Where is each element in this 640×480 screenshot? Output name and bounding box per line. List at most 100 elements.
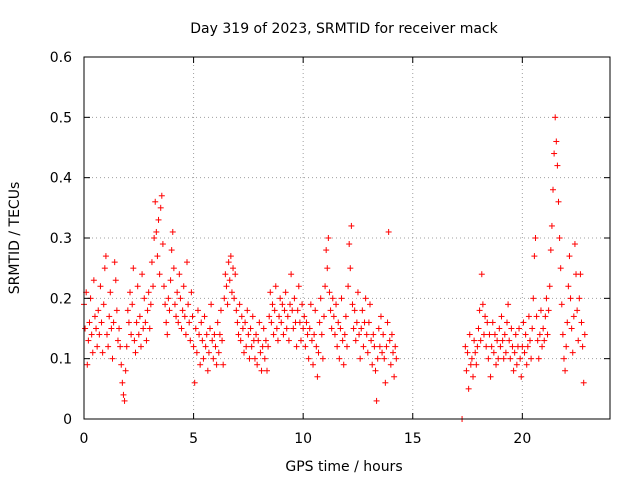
data-point (171, 301, 178, 308)
data-point (357, 355, 364, 362)
data-point (287, 301, 294, 308)
data-point (392, 343, 399, 350)
data-point (160, 283, 167, 290)
data-point (260, 325, 267, 332)
data-point (533, 313, 540, 320)
data-point (353, 319, 360, 326)
data-point (158, 192, 165, 199)
data-point (227, 253, 234, 260)
data-point (506, 337, 513, 344)
data-point (124, 307, 131, 314)
data-point (314, 373, 321, 380)
data-point (359, 307, 366, 314)
data-point (491, 331, 498, 338)
data-point (100, 301, 107, 308)
data-point (494, 337, 501, 344)
data-point (268, 319, 275, 326)
data-point (282, 289, 289, 296)
data-point (136, 313, 143, 320)
data-point (170, 265, 177, 272)
data-point (210, 355, 217, 362)
x-tick-label: 20 (513, 431, 531, 447)
x-tick-label: 0 (80, 431, 89, 447)
data-point (222, 271, 229, 278)
data-point (307, 301, 314, 308)
data-point (106, 313, 113, 320)
data-point (291, 295, 298, 302)
data-point (130, 265, 137, 272)
data-point (147, 301, 154, 308)
data-point (300, 325, 307, 332)
data-point (278, 319, 285, 326)
data-point (288, 271, 295, 278)
data-point (111, 259, 118, 266)
data-point (501, 331, 508, 338)
data-point (89, 349, 96, 356)
data-point (223, 283, 230, 290)
data-point (567, 295, 574, 302)
data-point (511, 349, 518, 356)
data-point (84, 361, 91, 368)
data-point (577, 271, 584, 278)
data-point (90, 277, 97, 284)
data-point (217, 307, 224, 314)
data-point (221, 295, 228, 302)
data-point (258, 367, 265, 374)
data-point (274, 337, 281, 344)
y-tick-label: 0.5 (50, 110, 72, 126)
data-point (312, 307, 319, 314)
data-point (276, 313, 283, 320)
data-point (311, 331, 318, 338)
data-point (163, 319, 170, 326)
data-point (489, 319, 496, 326)
data-point (484, 319, 491, 326)
data-point (503, 319, 510, 326)
data-point (308, 337, 315, 344)
data-point (269, 301, 276, 308)
data-point (280, 331, 287, 338)
data-point (184, 259, 191, 266)
data-point (270, 331, 277, 338)
data-point (231, 295, 238, 302)
y-tick-label: 0 (63, 412, 72, 428)
data-point (580, 379, 587, 386)
data-point (212, 343, 219, 350)
data-point (99, 349, 106, 356)
data-point (178, 325, 185, 332)
data-point (253, 331, 260, 338)
data-point (283, 325, 290, 332)
data-point (338, 295, 345, 302)
data-point (570, 313, 577, 320)
data-point (535, 355, 542, 362)
data-point (367, 301, 374, 308)
data-point (496, 325, 503, 332)
data-point (522, 331, 529, 338)
data-point (554, 162, 561, 169)
data-point (500, 355, 507, 362)
data-point (289, 307, 296, 314)
data-point (95, 307, 102, 314)
data-point (330, 313, 337, 320)
data-point (478, 271, 485, 278)
data-point (98, 319, 105, 326)
data-point (390, 349, 397, 356)
data-point (204, 367, 211, 374)
data-point (333, 301, 340, 308)
data-point (525, 313, 532, 320)
data-point (473, 361, 480, 368)
data-point (517, 355, 524, 362)
data-point (536, 331, 543, 338)
data-point (156, 271, 163, 278)
data-point (512, 331, 519, 338)
data-point (141, 295, 148, 302)
data-point (555, 198, 562, 205)
data-point (150, 283, 157, 290)
data-point (85, 337, 92, 344)
data-point (571, 241, 578, 248)
data-point (466, 331, 473, 338)
data-point (177, 295, 184, 302)
data-point (272, 283, 279, 290)
data-point (486, 331, 493, 338)
data-point (284, 313, 291, 320)
data-point (344, 343, 350, 350)
